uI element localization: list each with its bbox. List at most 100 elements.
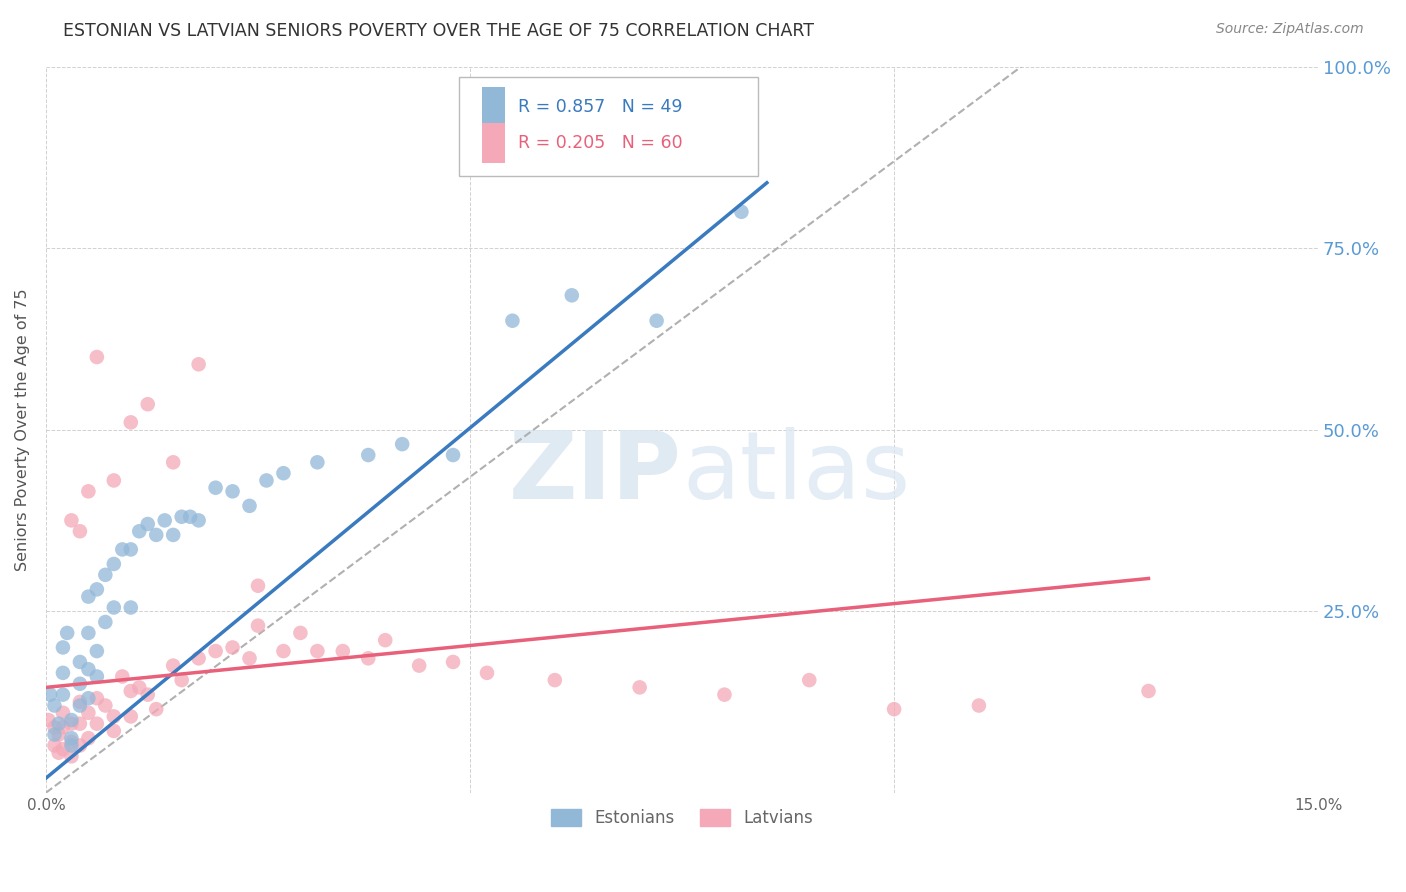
Point: [77, 662, 100, 676]
Point: [238, 651, 260, 665]
Text: atlas: atlas: [682, 427, 910, 519]
Point: [69, 677, 91, 691]
Text: ZIP: ZIP: [509, 427, 682, 519]
Point: [77, 691, 100, 706]
Point: [69, 695, 91, 709]
Point: [273, 466, 295, 480]
Point: [44, 720, 66, 734]
Point: [170, 673, 193, 687]
Point: [77, 626, 100, 640]
Point: [103, 723, 125, 738]
Point: [273, 644, 295, 658]
Point: [357, 651, 380, 665]
Point: [52, 688, 75, 702]
Point: [730, 204, 752, 219]
Point: [48, 716, 70, 731]
Point: [162, 455, 184, 469]
Point: [120, 600, 142, 615]
Point: [44, 739, 66, 753]
Point: [307, 455, 329, 469]
Text: R = 0.857   N = 49: R = 0.857 N = 49: [517, 97, 682, 116]
Point: [128, 681, 150, 695]
Point: [441, 448, 464, 462]
Point: [120, 542, 142, 557]
Point: [77, 706, 100, 720]
Point: [221, 640, 243, 655]
Point: [86, 691, 108, 706]
Point: [645, 314, 668, 328]
Point: [52, 640, 75, 655]
Point: [162, 528, 184, 542]
Point: [799, 673, 821, 687]
Point: [86, 582, 108, 597]
Point: [103, 557, 125, 571]
Text: R = 0.205   N = 60: R = 0.205 N = 60: [517, 134, 682, 152]
Point: [48, 746, 70, 760]
Point: [69, 739, 91, 753]
Y-axis label: Seniors Poverty Over the Age of 75: Seniors Poverty Over the Age of 75: [15, 288, 30, 571]
Point: [153, 513, 176, 527]
Point: [86, 716, 108, 731]
FancyBboxPatch shape: [482, 87, 505, 127]
Point: [187, 651, 209, 665]
Point: [103, 600, 125, 615]
Point: [69, 698, 91, 713]
Point: [60, 731, 83, 746]
Point: [69, 655, 91, 669]
Point: [48, 728, 70, 742]
Point: [256, 474, 278, 488]
Point: [1137, 684, 1160, 698]
Point: [391, 437, 413, 451]
Point: [60, 735, 83, 749]
Point: [561, 288, 583, 302]
Point: [221, 484, 243, 499]
Point: [60, 713, 83, 727]
Point: [86, 350, 108, 364]
Point: [77, 731, 100, 746]
Point: [128, 524, 150, 539]
Point: [103, 709, 125, 723]
Point: [883, 702, 905, 716]
Point: [544, 673, 567, 687]
Point: [60, 716, 83, 731]
FancyBboxPatch shape: [482, 123, 505, 163]
Point: [475, 665, 498, 680]
Point: [120, 684, 142, 698]
Point: [39, 688, 62, 702]
Legend: Estonians, Latvians: Estonians, Latvians: [543, 800, 821, 835]
Point: [408, 658, 430, 673]
Point: [60, 739, 83, 753]
Point: [179, 509, 201, 524]
Point: [77, 590, 100, 604]
Point: [52, 665, 75, 680]
FancyBboxPatch shape: [460, 78, 758, 176]
Point: [136, 516, 159, 531]
Point: [145, 528, 167, 542]
Point: [357, 448, 380, 462]
Point: [111, 542, 134, 557]
Point: [111, 669, 134, 683]
Text: Source: ZipAtlas.com: Source: ZipAtlas.com: [1216, 22, 1364, 37]
Point: [86, 644, 108, 658]
Point: [69, 716, 91, 731]
Point: [290, 626, 312, 640]
Point: [120, 709, 142, 723]
Point: [187, 513, 209, 527]
Point: [441, 655, 464, 669]
Point: [246, 579, 269, 593]
Point: [94, 567, 117, 582]
Text: ESTONIAN VS LATVIAN SENIORS POVERTY OVER THE AGE OF 75 CORRELATION CHART: ESTONIAN VS LATVIAN SENIORS POVERTY OVER…: [63, 22, 814, 40]
Point: [246, 618, 269, 632]
Point: [238, 499, 260, 513]
Point: [332, 644, 354, 658]
Point: [204, 644, 226, 658]
Point: [120, 416, 142, 430]
Point: [136, 397, 159, 411]
Point: [162, 658, 184, 673]
Point: [170, 509, 193, 524]
Point: [187, 357, 209, 371]
Point: [60, 749, 83, 764]
Point: [52, 706, 75, 720]
Point: [94, 698, 117, 713]
Point: [86, 669, 108, 683]
